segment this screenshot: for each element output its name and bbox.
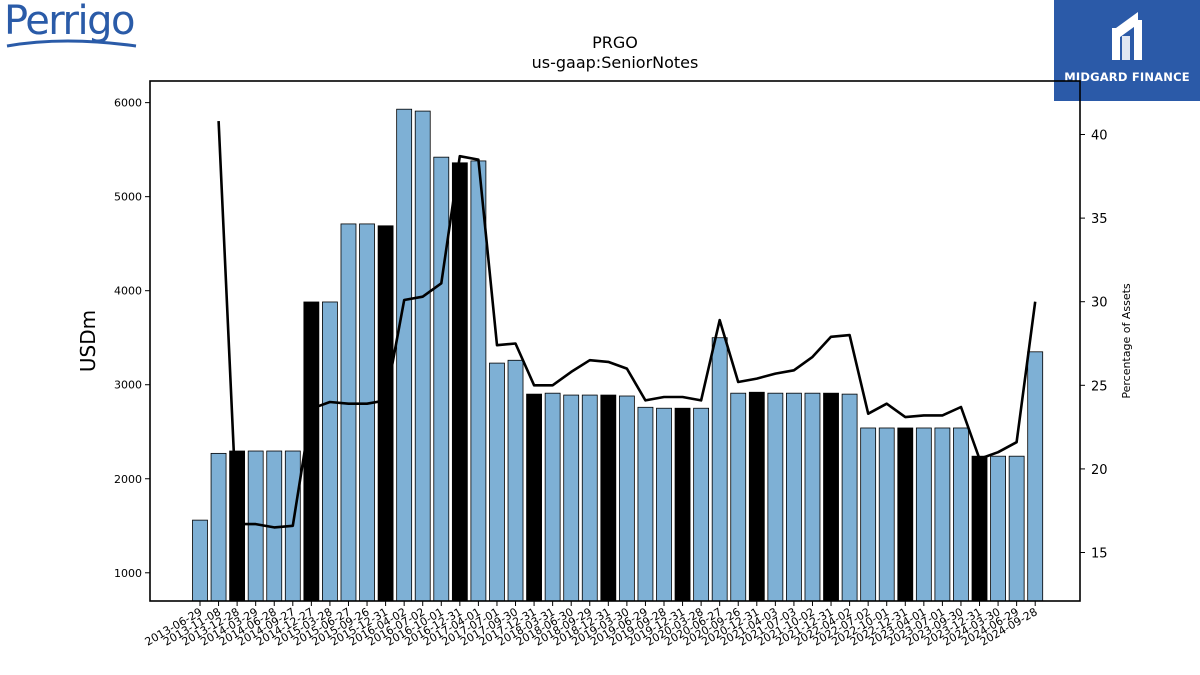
bar [656, 407, 672, 602]
chart-subtitle: us-gaap:SeniorNotes [532, 53, 699, 72]
bar [470, 160, 487, 602]
logo-swoosh [6, 39, 137, 48]
bar [414, 110, 431, 602]
publisher-logo-mark [1112, 12, 1142, 60]
bar [971, 455, 988, 602]
bar [711, 337, 728, 602]
company-logo: Perrigo [4, 0, 144, 57]
bar [526, 393, 542, 602]
bar [600, 394, 617, 602]
company-logo-text: Perrigo [4, 0, 135, 44]
bar [693, 407, 710, 602]
y-tick-label: 6000 [114, 97, 142, 110]
bar [581, 394, 598, 602]
y2-tick-label: 35 [1091, 212, 1108, 227]
bar [1008, 455, 1025, 602]
bar [433, 156, 450, 602]
bar [953, 427, 969, 602]
y-tick-label: 5000 [114, 191, 142, 204]
bar [637, 406, 654, 602]
bar [878, 427, 895, 602]
y-tick-label: 1000 [114, 567, 142, 580]
bar [192, 519, 208, 602]
bar [359, 223, 375, 602]
publisher-logo: MIDGARD FINANCE [1054, 0, 1200, 101]
y-tick-label: 2000 [114, 473, 142, 486]
y2-tick-label: 20 [1091, 463, 1108, 478]
publisher-logo-text: MIDGARD FINANCE [1064, 70, 1190, 84]
bar [674, 407, 691, 602]
y-tick-label: 3000 [114, 379, 142, 392]
bar [860, 427, 877, 602]
bar [544, 392, 561, 602]
chart-title: PRGO [592, 33, 638, 52]
bar [730, 392, 747, 602]
bar [804, 392, 821, 602]
bar [489, 362, 505, 602]
y2-tick-label: 30 [1091, 296, 1108, 311]
bar [915, 427, 932, 602]
bar [618, 395, 635, 602]
bar [990, 455, 1006, 602]
bar [748, 391, 765, 602]
y2-tick-label: 40 [1091, 129, 1108, 144]
bar [1027, 351, 1044, 602]
bar [396, 108, 413, 602]
bar [934, 427, 951, 602]
bar [210, 452, 227, 602]
y2-axis-label: Percentage of Assets [1120, 283, 1133, 399]
bar [823, 392, 839, 602]
bar [377, 225, 394, 602]
bar [507, 359, 524, 602]
bar [841, 393, 858, 602]
bar [303, 301, 320, 602]
bar [322, 301, 338, 602]
bar [786, 392, 802, 602]
bar [563, 394, 580, 602]
bar [767, 392, 784, 602]
percentage-line [217, 121, 1037, 529]
plot-frame [149, 80, 1081, 602]
bar [451, 162, 468, 602]
bar [229, 450, 246, 602]
bar [897, 427, 914, 602]
y-tick-label: 4000 [114, 285, 142, 298]
y2-tick-label: 15 [1091, 547, 1108, 562]
y-axis-label: USDm [76, 310, 100, 372]
y2-tick-label: 25 [1091, 379, 1108, 394]
bar [340, 223, 357, 602]
